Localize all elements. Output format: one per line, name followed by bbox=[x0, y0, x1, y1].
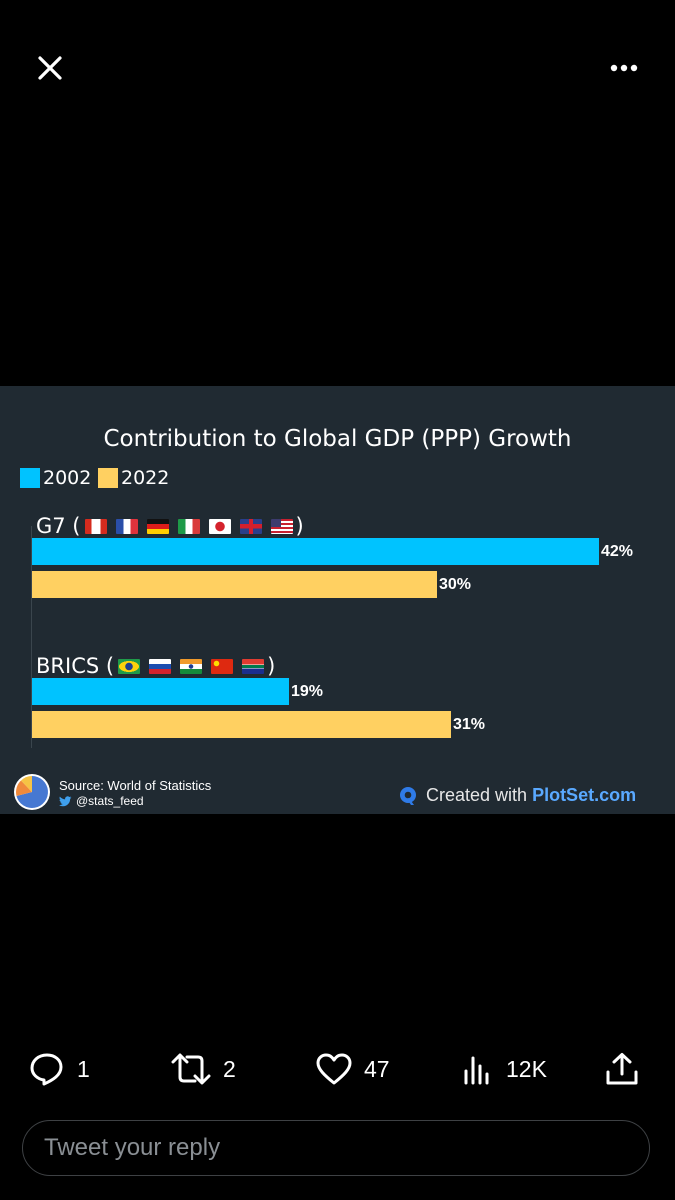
group-label-brics: BRICS ( ) bbox=[36, 654, 275, 678]
handle-row: @stats_feed bbox=[59, 794, 144, 808]
plotset-logo-icon bbox=[400, 786, 416, 805]
legend-label-2002: 2002 bbox=[43, 467, 92, 489]
legend-swatch-2022 bbox=[98, 468, 118, 488]
flag-uk-icon bbox=[239, 518, 262, 534]
reply-count: 1 bbox=[77, 1055, 90, 1082]
bar-value-label-brics-2022: 31% bbox=[453, 716, 486, 733]
flag-russia-icon bbox=[149, 658, 172, 674]
reply-placeholder: Tweet your reply bbox=[44, 1134, 221, 1161]
share-button[interactable] bbox=[604, 1052, 640, 1086]
reply-button[interactable]: 1 bbox=[29, 1052, 90, 1086]
like-button[interactable]: 47 bbox=[316, 1052, 390, 1086]
views-button[interactable]: 12K bbox=[462, 1052, 547, 1086]
chart-image[interactable]: Contribution to Global GDP (PPP) Growth … bbox=[0, 386, 675, 814]
axis-line bbox=[31, 526, 32, 748]
views-chart-icon bbox=[464, 1056, 489, 1085]
created-with-plotset: Created with PlotSet.com bbox=[399, 785, 636, 806]
plotset-brand-text: PlotSet.com bbox=[532, 785, 637, 805]
more-options-icon bbox=[610, 64, 638, 72]
group-label-text: G7 ( bbox=[36, 514, 81, 538]
source-text: Source: World of Statistics bbox=[59, 778, 212, 793]
reply-input[interactable]: Tweet your reply bbox=[22, 1120, 650, 1176]
flag-south-africa-icon bbox=[242, 658, 265, 674]
flag-brazil-icon bbox=[118, 658, 141, 674]
more-options-button[interactable] bbox=[600, 50, 648, 86]
flag-canada-icon bbox=[84, 518, 107, 534]
flag-usa-icon bbox=[270, 518, 293, 534]
bar-value-label-g7-2022: 30% bbox=[439, 576, 472, 593]
views-count: 12K bbox=[506, 1055, 547, 1082]
bar-value-label-brics-2002: 19% bbox=[291, 683, 324, 700]
bar-value-label-g7-2002: 42% bbox=[601, 543, 634, 560]
share-icon bbox=[606, 1053, 638, 1085]
legend-item-2002: 2002 bbox=[20, 467, 91, 489]
group-label-close: ) bbox=[295, 514, 304, 538]
plotset-pie-logo-icon bbox=[14, 774, 50, 810]
flag-china-icon bbox=[211, 658, 234, 674]
legend-label-2022: 2022 bbox=[121, 467, 170, 489]
legend-swatch-2002 bbox=[20, 468, 40, 488]
flag-japan-icon bbox=[208, 518, 231, 534]
bar-brics-2022 bbox=[32, 711, 451, 738]
retweet-count: 2 bbox=[223, 1055, 236, 1082]
flag-italy-icon bbox=[177, 518, 200, 534]
twitter-bird-icon bbox=[59, 795, 72, 806]
bar-g7-2022 bbox=[32, 571, 437, 598]
group-label-close: ) bbox=[267, 654, 276, 678]
heart-icon bbox=[316, 1053, 352, 1085]
retweet-button[interactable]: 2 bbox=[171, 1052, 236, 1086]
group-label-g7: G7 ( ) bbox=[36, 514, 304, 538]
reply-icon bbox=[30, 1053, 63, 1086]
close-button[interactable] bbox=[28, 46, 72, 90]
retweet-icon bbox=[171, 1053, 211, 1085]
group-label-text: BRICS ( bbox=[36, 654, 115, 678]
chart-title: Contribution to Global GDP (PPP) Growth bbox=[103, 426, 572, 452]
like-count: 47 bbox=[364, 1055, 390, 1082]
handle-text: @stats_feed bbox=[76, 794, 144, 808]
flag-france-icon bbox=[115, 518, 138, 534]
created-with-text: Created with bbox=[426, 785, 528, 805]
flag-india-icon bbox=[180, 658, 203, 674]
legend-item-2022: 2022 bbox=[98, 467, 169, 489]
bar-g7-2002 bbox=[32, 538, 599, 565]
bar-brics-2002 bbox=[32, 678, 289, 705]
flag-germany-icon bbox=[146, 518, 169, 534]
close-icon bbox=[38, 56, 62, 80]
